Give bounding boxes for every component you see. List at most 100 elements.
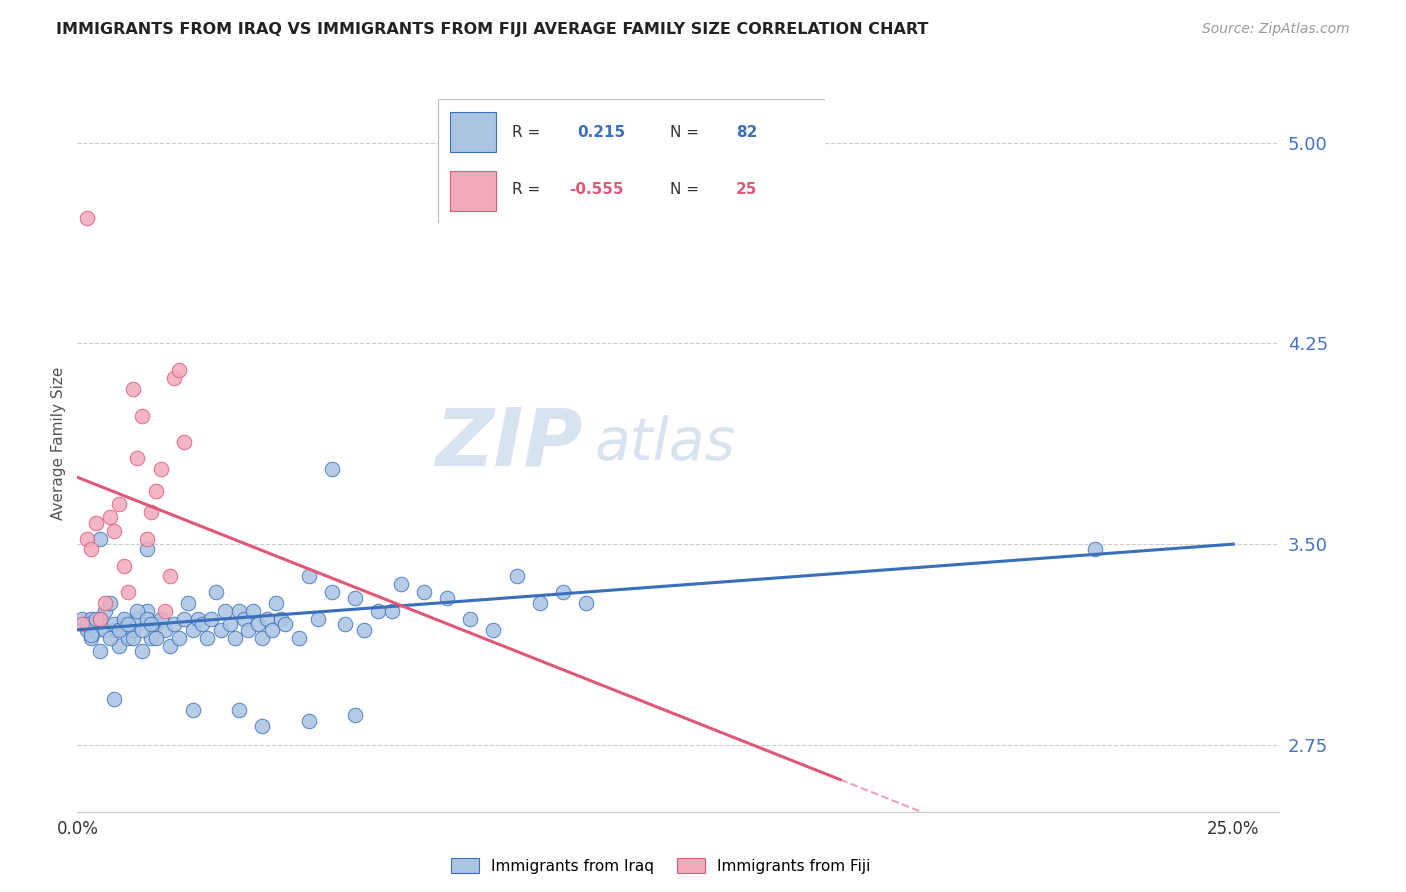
Point — [141, 631, 163, 645]
Point — [209, 623, 232, 637]
Point — [200, 612, 222, 626]
Point — [381, 604, 404, 618]
Point — [108, 623, 131, 637]
Point — [80, 628, 103, 642]
Point — [252, 719, 274, 733]
Point — [80, 612, 103, 626]
Point — [127, 604, 149, 618]
Bar — [450, 112, 496, 153]
Point — [80, 542, 103, 557]
Point — [242, 604, 264, 618]
Point — [89, 612, 111, 626]
Point — [135, 612, 157, 626]
Point — [159, 639, 181, 653]
Text: atlas: atlas — [595, 416, 735, 472]
Point — [135, 542, 157, 557]
Point — [149, 612, 172, 626]
Point — [224, 631, 246, 645]
Point — [112, 612, 135, 626]
Point — [98, 510, 121, 524]
Point — [460, 612, 482, 626]
Point — [228, 604, 250, 618]
Text: R =: R = — [512, 125, 540, 140]
Point — [121, 631, 143, 645]
Point — [89, 644, 111, 658]
Point — [353, 623, 375, 637]
Point — [482, 623, 505, 637]
Point — [141, 617, 163, 632]
Point — [76, 211, 98, 225]
Point — [195, 631, 218, 645]
Text: Source: ZipAtlas.com: Source: ZipAtlas.com — [1202, 22, 1350, 37]
Point — [343, 708, 366, 723]
Point — [256, 612, 278, 626]
Point — [297, 714, 319, 728]
Point — [153, 604, 176, 618]
Point — [307, 612, 329, 626]
Point — [153, 623, 176, 637]
Point — [117, 631, 139, 645]
Point — [89, 532, 111, 546]
Point — [321, 462, 343, 476]
Point — [205, 585, 228, 599]
Point — [191, 617, 214, 632]
Point — [149, 462, 172, 476]
Text: R =: R = — [512, 182, 540, 197]
Point — [108, 497, 131, 511]
Point — [121, 382, 143, 396]
Point — [70, 612, 93, 626]
Point — [98, 631, 121, 645]
Point — [436, 591, 458, 605]
Point — [145, 617, 167, 632]
Point — [297, 569, 319, 583]
Point — [145, 631, 167, 645]
Point — [232, 612, 254, 626]
Point — [141, 505, 163, 519]
Point — [103, 524, 125, 538]
Point — [117, 585, 139, 599]
Point — [112, 617, 135, 632]
Point — [246, 617, 269, 632]
Point — [343, 591, 366, 605]
Point — [112, 558, 135, 573]
Point — [186, 612, 209, 626]
Point — [575, 596, 598, 610]
Point — [94, 623, 117, 637]
Point — [181, 623, 204, 637]
Point — [173, 435, 195, 450]
Point — [127, 612, 149, 626]
Text: 25: 25 — [735, 182, 758, 197]
Point — [1083, 542, 1105, 557]
Point — [117, 617, 139, 632]
Point — [163, 371, 186, 385]
Point — [413, 585, 436, 599]
Text: N =: N = — [671, 182, 699, 197]
Point — [135, 604, 157, 618]
Legend: Immigrants from Iraq, Immigrants from Fiji: Immigrants from Iraq, Immigrants from Fi… — [446, 852, 876, 880]
Point — [228, 703, 250, 717]
Point — [89, 612, 111, 626]
Text: ZIP: ZIP — [434, 405, 582, 483]
Point — [108, 639, 131, 653]
Point — [167, 631, 190, 645]
Point — [759, 853, 782, 867]
Point — [135, 532, 157, 546]
Point — [167, 363, 190, 377]
Text: -0.555: -0.555 — [569, 182, 624, 197]
Point — [127, 451, 149, 466]
Point — [84, 516, 107, 530]
Point — [270, 612, 292, 626]
Point — [145, 483, 167, 498]
Point — [70, 617, 93, 632]
Text: 0.215: 0.215 — [578, 125, 626, 140]
Point — [551, 585, 574, 599]
Point — [529, 596, 551, 610]
Point — [288, 631, 311, 645]
Point — [252, 631, 274, 645]
Point — [121, 623, 143, 637]
Point — [131, 644, 153, 658]
Point — [264, 596, 287, 610]
Point — [177, 596, 200, 610]
Point — [76, 532, 98, 546]
Point — [76, 617, 98, 632]
